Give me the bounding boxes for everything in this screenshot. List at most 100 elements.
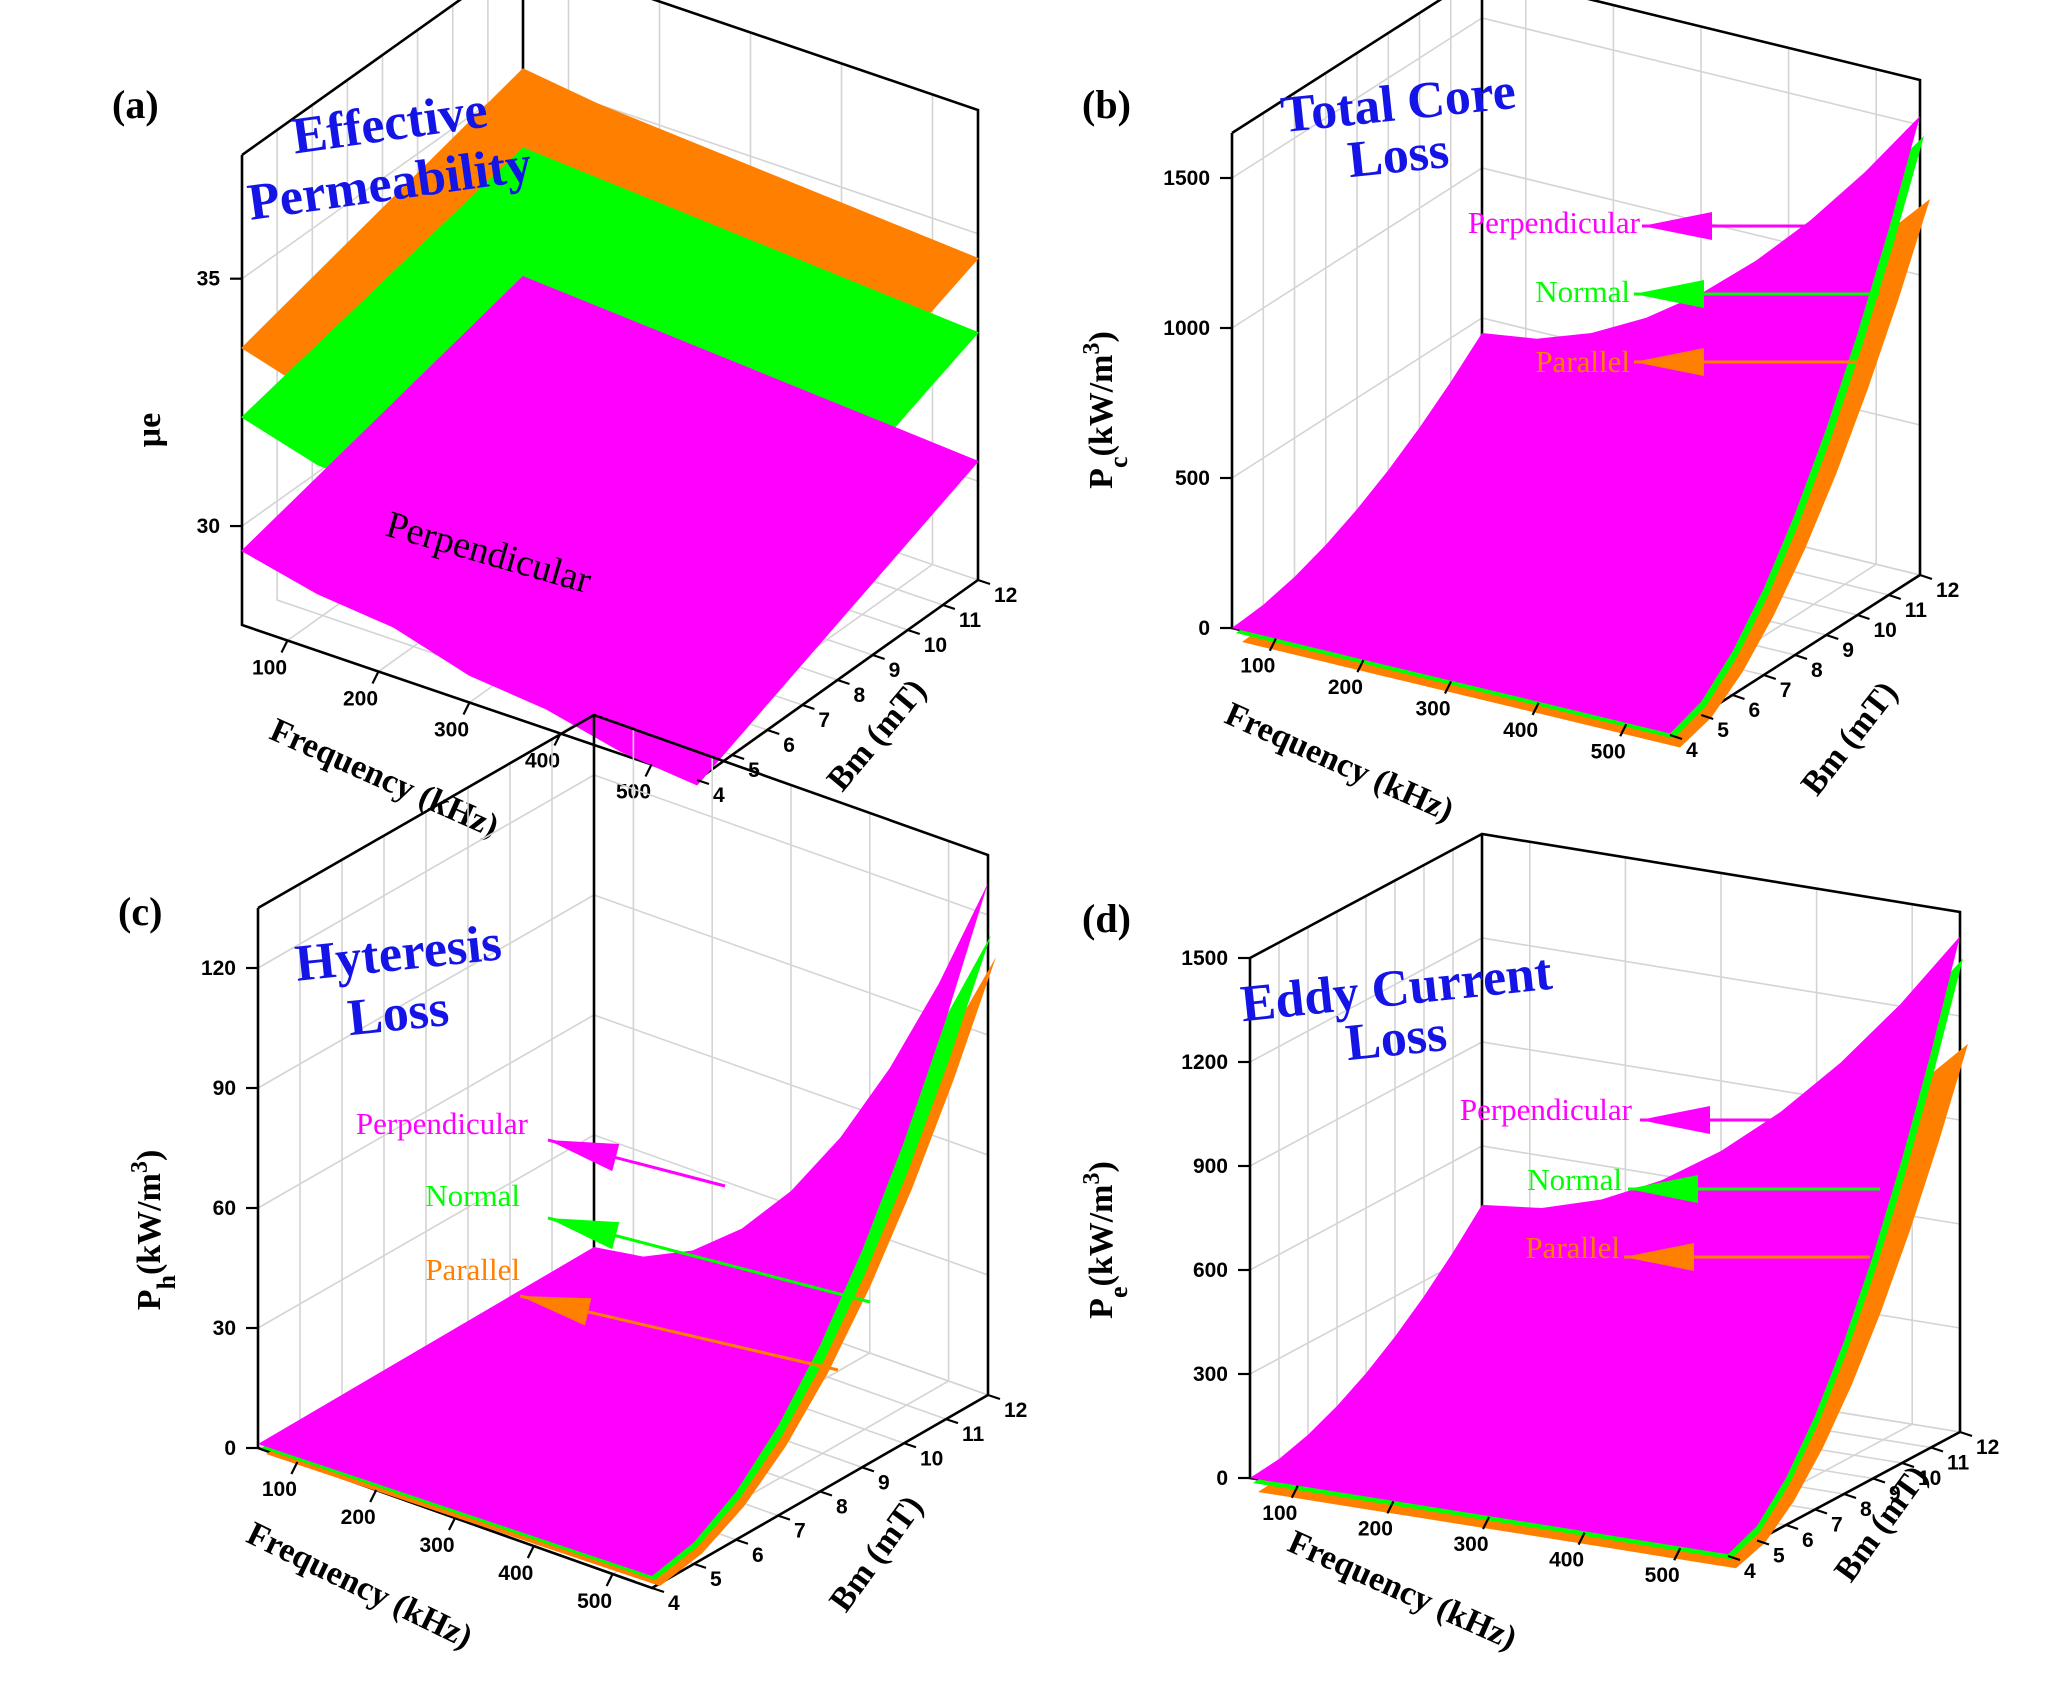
x-tick xyxy=(462,702,471,715)
y-tick xyxy=(651,1586,665,1594)
y-tick xyxy=(1959,1430,1973,1438)
annotation-label: Normal xyxy=(1535,274,1630,309)
y-tick-label: 11 xyxy=(959,609,982,632)
annotation-label: Perpendicular xyxy=(1468,205,1641,240)
annotation-arrow-head xyxy=(548,1140,620,1172)
y-tick xyxy=(696,778,710,786)
y-tick xyxy=(861,1466,875,1473)
z-tick-label: 900 xyxy=(1193,1155,1228,1178)
z-axis-title-subscript: h xyxy=(152,1275,181,1290)
y-tick-label: 9 xyxy=(878,1471,890,1494)
chart-title-line: Hyteresis xyxy=(292,914,504,992)
box-top-edges xyxy=(1249,832,1962,1432)
y-tick-label: 9 xyxy=(1842,639,1854,662)
x-tick-label: 400 xyxy=(1503,719,1538,742)
y-tick xyxy=(802,703,815,711)
y-tick-label: 10 xyxy=(1918,1467,1941,1490)
y-tick xyxy=(1785,1523,1799,1531)
x-tick xyxy=(1386,1500,1395,1514)
annotation-arrow-head xyxy=(520,1296,592,1326)
z-tick-label: 300 xyxy=(1193,1363,1228,1386)
y-tick xyxy=(1919,573,1933,581)
z-axis-title-symbol: P xyxy=(1083,468,1120,489)
annotation-arrow-head xyxy=(1640,1106,1710,1134)
z-axis-title-subscript: c xyxy=(1104,457,1133,469)
z-axis-title-unit: (kW/m xyxy=(1083,1185,1120,1287)
box-top-edges xyxy=(241,0,980,580)
y-tick-label: 10 xyxy=(920,1447,943,1470)
y-tick-label: 6 xyxy=(783,734,795,757)
y-tick-label: 4 xyxy=(1686,739,1698,762)
annotation-arrow-head xyxy=(1634,348,1704,376)
z-axis-title-paren: ) xyxy=(131,1150,168,1161)
chart-title-line: Loss xyxy=(345,980,452,1047)
y-tick xyxy=(1669,733,1683,741)
z-axis-title: Ph(kW/m3) xyxy=(127,1150,181,1311)
annotation-arrow-head xyxy=(1642,212,1712,240)
z-tick-label: 35 xyxy=(197,268,221,291)
x-tick xyxy=(1482,1516,1490,1530)
y-tick-label: 11 xyxy=(962,1423,985,1446)
y-tick-label: 4 xyxy=(1744,1560,1756,1583)
y-tick xyxy=(1843,1492,1857,1500)
z-axis-title-superscript: 3 xyxy=(1079,343,1105,355)
y-axis-title: Bm (mT) xyxy=(820,672,934,798)
y-tick-label: 10 xyxy=(1874,619,1897,642)
y-tick-label: 12 xyxy=(1976,1436,1999,1459)
z-tick-label: 0 xyxy=(224,1437,236,1460)
z-tick-label: 1200 xyxy=(1181,1051,1228,1074)
y-axis-title: Bm (mT) xyxy=(1827,1459,1935,1588)
y-tick-label: 7 xyxy=(794,1520,806,1543)
y-tick-label: 8 xyxy=(854,684,866,707)
y-tick-label: 11 xyxy=(1905,599,1928,622)
annotation-label: Parallel xyxy=(1535,344,1630,379)
x-tick-label: 200 xyxy=(1328,676,1363,699)
x-tick xyxy=(1356,659,1365,673)
z-tick-label: 600 xyxy=(1193,1259,1228,1282)
surface-perpendicular xyxy=(258,883,988,1576)
z-tick-label: 30 xyxy=(197,515,220,538)
z-tick-label: 1500 xyxy=(1163,167,1210,190)
box-top-edges xyxy=(257,713,990,1395)
z-axis-title-subscript: e xyxy=(1104,1287,1133,1299)
z-axis-title: Pc(kW/m3) xyxy=(1079,331,1133,489)
y-tick xyxy=(1763,673,1777,681)
z-axis-title-unit: (kW/m xyxy=(1083,355,1120,457)
y-tick-label: 6 xyxy=(1802,1529,1814,1552)
z-axis-title: Pe(kW/m3) xyxy=(1079,1161,1133,1319)
x-tick-label: 500 xyxy=(577,1590,612,1613)
y-tick-label: 11 xyxy=(1947,1452,1970,1475)
annotation-arrow-head xyxy=(548,1218,620,1250)
y-tick-label: 8 xyxy=(836,1496,848,1519)
annotation-label: Perpendicular xyxy=(1460,1092,1633,1127)
x-tick xyxy=(448,1517,456,1531)
x-tick-label: 400 xyxy=(1549,1549,1584,1572)
y-tick xyxy=(945,1418,959,1425)
z-tick-label: 500 xyxy=(1175,467,1210,490)
y-tick-label: 5 xyxy=(710,1568,722,1591)
y-tick-label: 5 xyxy=(1717,719,1729,742)
annotation-label: Perpendicular xyxy=(356,1106,529,1141)
panel-label: (a) xyxy=(112,82,159,127)
y-tick-label: 8 xyxy=(1860,1498,1872,1521)
y-tick xyxy=(693,1562,707,1569)
annotation-label: Parallel xyxy=(1525,1230,1620,1265)
y-tick xyxy=(1872,1477,1886,1484)
y-tick-label: 12 xyxy=(994,584,1017,607)
z-axis-title-symbol: P xyxy=(131,1290,168,1311)
y-tick xyxy=(907,628,921,636)
x-tick xyxy=(371,671,380,684)
y-tick-label: 9 xyxy=(1889,1483,1901,1506)
annotation-arrow-head xyxy=(1634,280,1704,308)
x-tick xyxy=(1444,681,1452,694)
x-tick xyxy=(526,1545,535,1559)
y-tick-label: 7 xyxy=(818,709,830,732)
x-tick-label: 500 xyxy=(1591,740,1626,763)
y-tick xyxy=(1857,613,1870,621)
y-tick xyxy=(1794,653,1808,661)
y-tick-label: 12 xyxy=(1936,579,1959,602)
x-tick-label: 300 xyxy=(1415,698,1450,721)
